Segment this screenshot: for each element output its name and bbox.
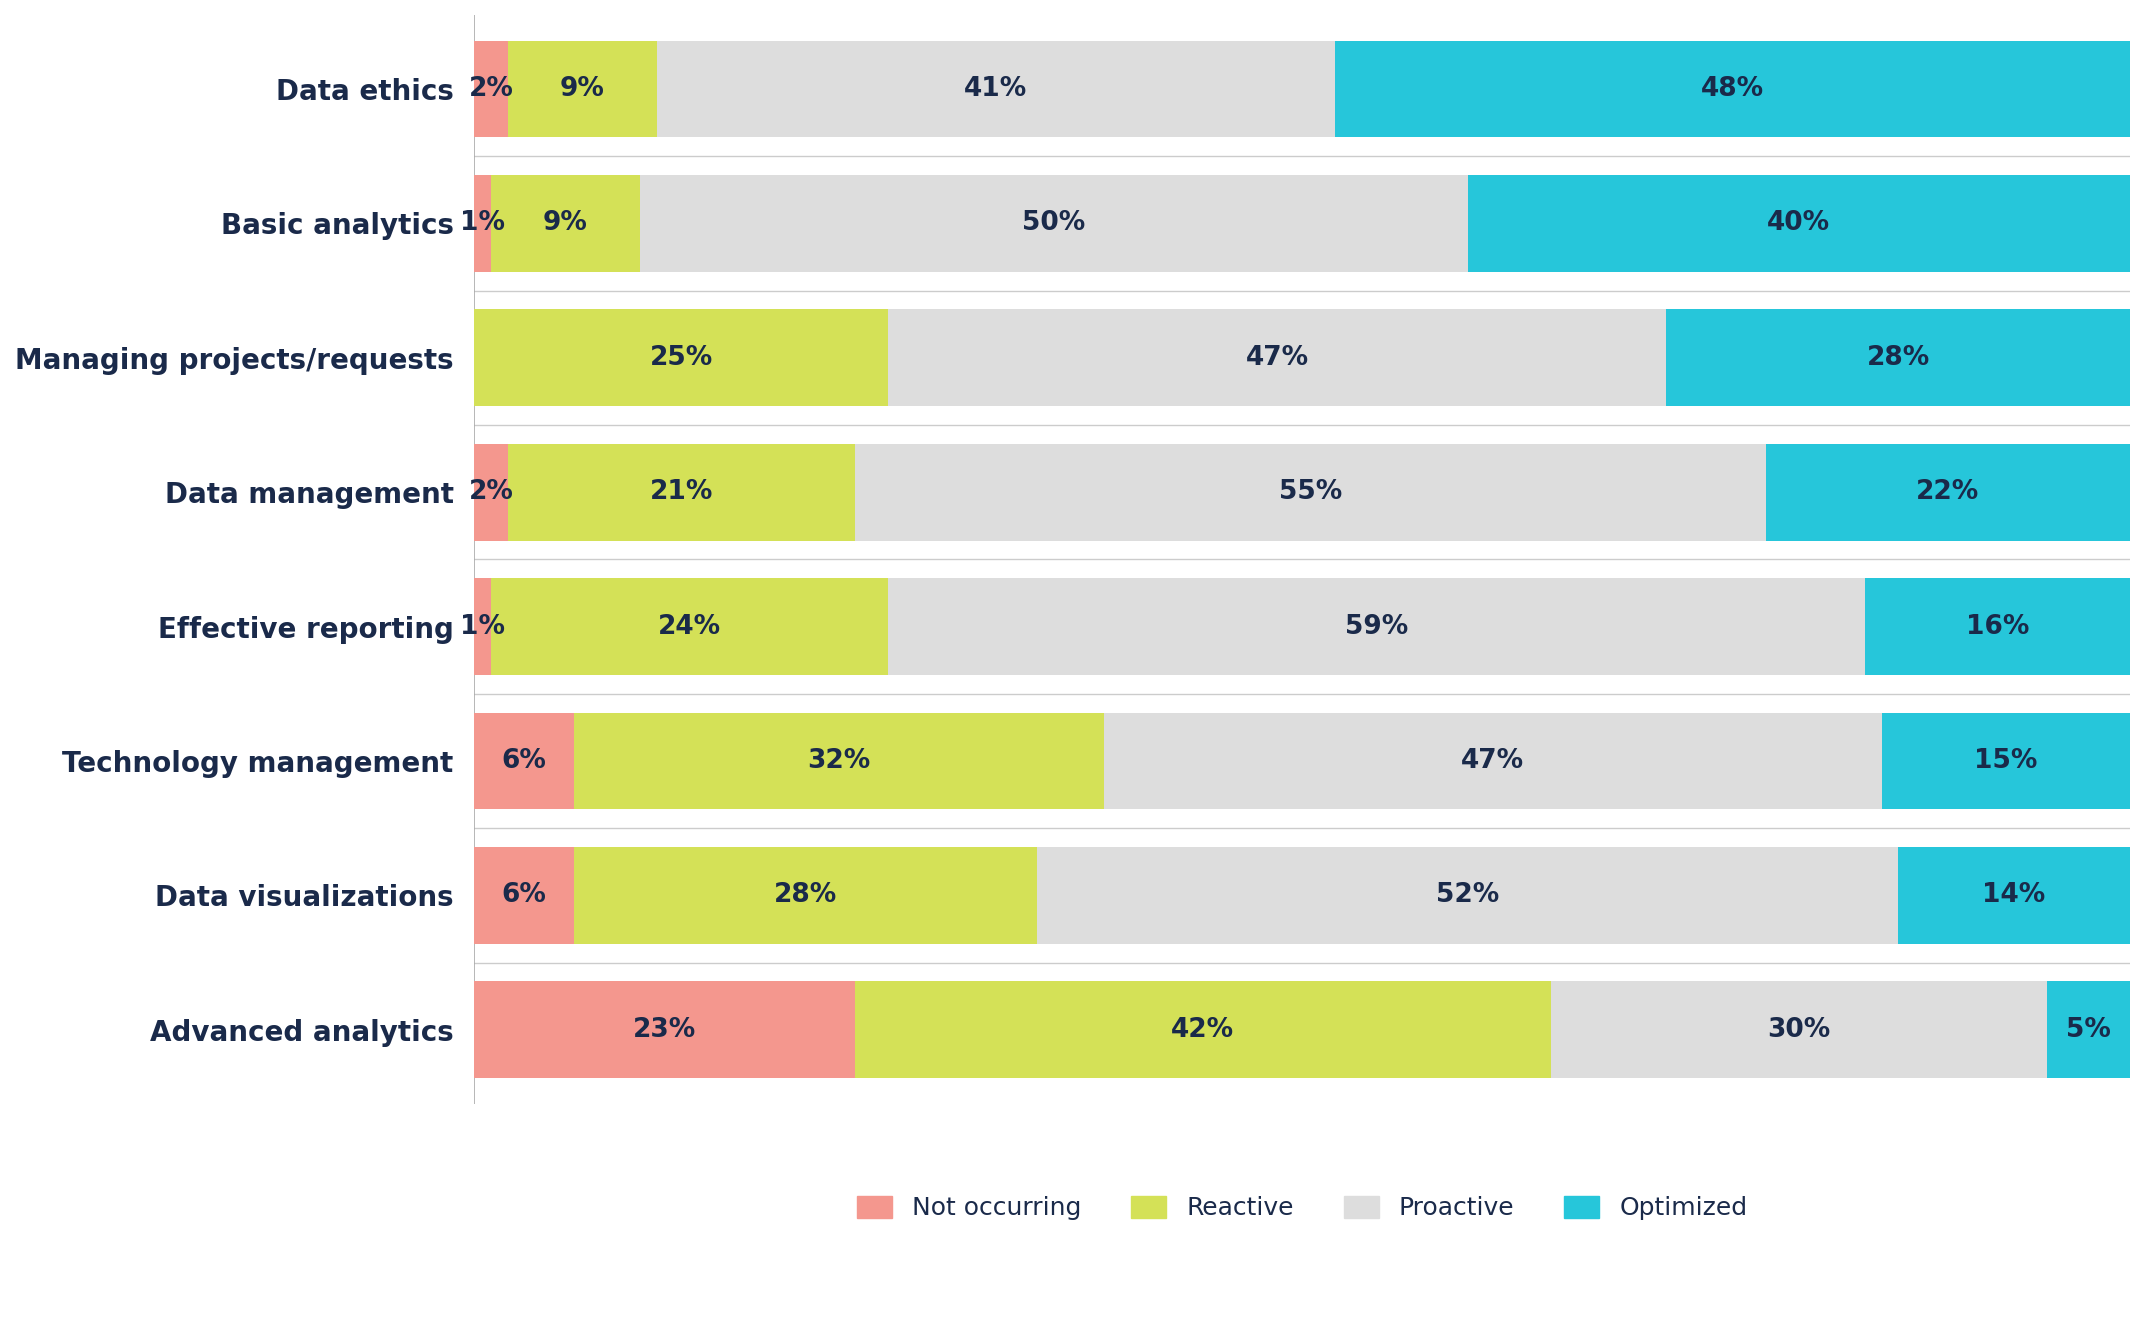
Bar	[2046, 981, 2130, 1078]
Text: 22%: 22%	[1915, 479, 1980, 505]
Text: 6%: 6%	[502, 748, 547, 774]
Bar	[1467, 175, 2130, 272]
Bar	[474, 713, 575, 809]
Text: 1%: 1%	[461, 211, 506, 236]
Bar	[491, 175, 639, 272]
Bar	[888, 579, 1866, 674]
Bar	[474, 579, 491, 674]
Text: 41%: 41%	[965, 76, 1027, 101]
Bar	[491, 579, 888, 674]
Bar	[474, 846, 575, 944]
Bar	[508, 444, 856, 541]
Text: 50%: 50%	[1023, 211, 1085, 236]
Text: 21%: 21%	[650, 479, 712, 505]
Text: 47%: 47%	[1461, 748, 1525, 774]
Bar	[474, 175, 491, 272]
Bar	[575, 713, 1103, 809]
Text: 30%: 30%	[1767, 1017, 1830, 1042]
Text: 15%: 15%	[1973, 748, 2038, 774]
Text: 1%: 1%	[461, 613, 506, 640]
Text: 55%: 55%	[1278, 479, 1343, 505]
Text: 32%: 32%	[807, 748, 871, 774]
Text: 52%: 52%	[1437, 882, 1499, 908]
Text: 6%: 6%	[502, 882, 547, 908]
Bar	[1765, 444, 2130, 541]
Text: 59%: 59%	[1345, 613, 1409, 640]
Text: 40%: 40%	[1767, 211, 1830, 236]
Bar	[1038, 846, 1898, 944]
Text: 9%: 9%	[560, 76, 605, 101]
Text: 9%: 9%	[543, 211, 588, 236]
Text: 23%: 23%	[633, 1017, 697, 1042]
Text: 2%: 2%	[468, 479, 513, 505]
Bar	[656, 40, 1336, 137]
Bar	[474, 444, 508, 541]
Legend: Not occurring, Reactive, Proactive, Optimized: Not occurring, Reactive, Proactive, Opti…	[845, 1184, 1761, 1233]
Text: 2%: 2%	[468, 76, 513, 101]
Bar	[856, 981, 1551, 1078]
Bar	[474, 309, 888, 407]
Bar	[508, 40, 656, 137]
Text: 42%: 42%	[1171, 1017, 1236, 1042]
Bar	[639, 175, 1467, 272]
Text: 47%: 47%	[1246, 345, 1308, 371]
Bar	[1898, 846, 2130, 944]
Text: 48%: 48%	[1701, 76, 1763, 101]
Bar	[1881, 713, 2130, 809]
Text: 28%: 28%	[774, 882, 837, 908]
Bar	[1103, 713, 1881, 809]
Bar	[1866, 579, 2130, 674]
Bar	[1336, 40, 2130, 137]
Bar	[575, 846, 1038, 944]
Bar	[474, 981, 856, 1078]
Text: 16%: 16%	[1965, 613, 2029, 640]
Text: 28%: 28%	[1866, 345, 1931, 371]
Bar	[474, 40, 508, 137]
Text: 14%: 14%	[1982, 882, 2046, 908]
Bar	[1551, 981, 2046, 1078]
Text: 5%: 5%	[2066, 1017, 2111, 1042]
Bar	[1667, 309, 2130, 407]
Bar	[856, 444, 1765, 541]
Text: 25%: 25%	[650, 345, 712, 371]
Bar	[888, 309, 1667, 407]
Text: 24%: 24%	[659, 613, 721, 640]
